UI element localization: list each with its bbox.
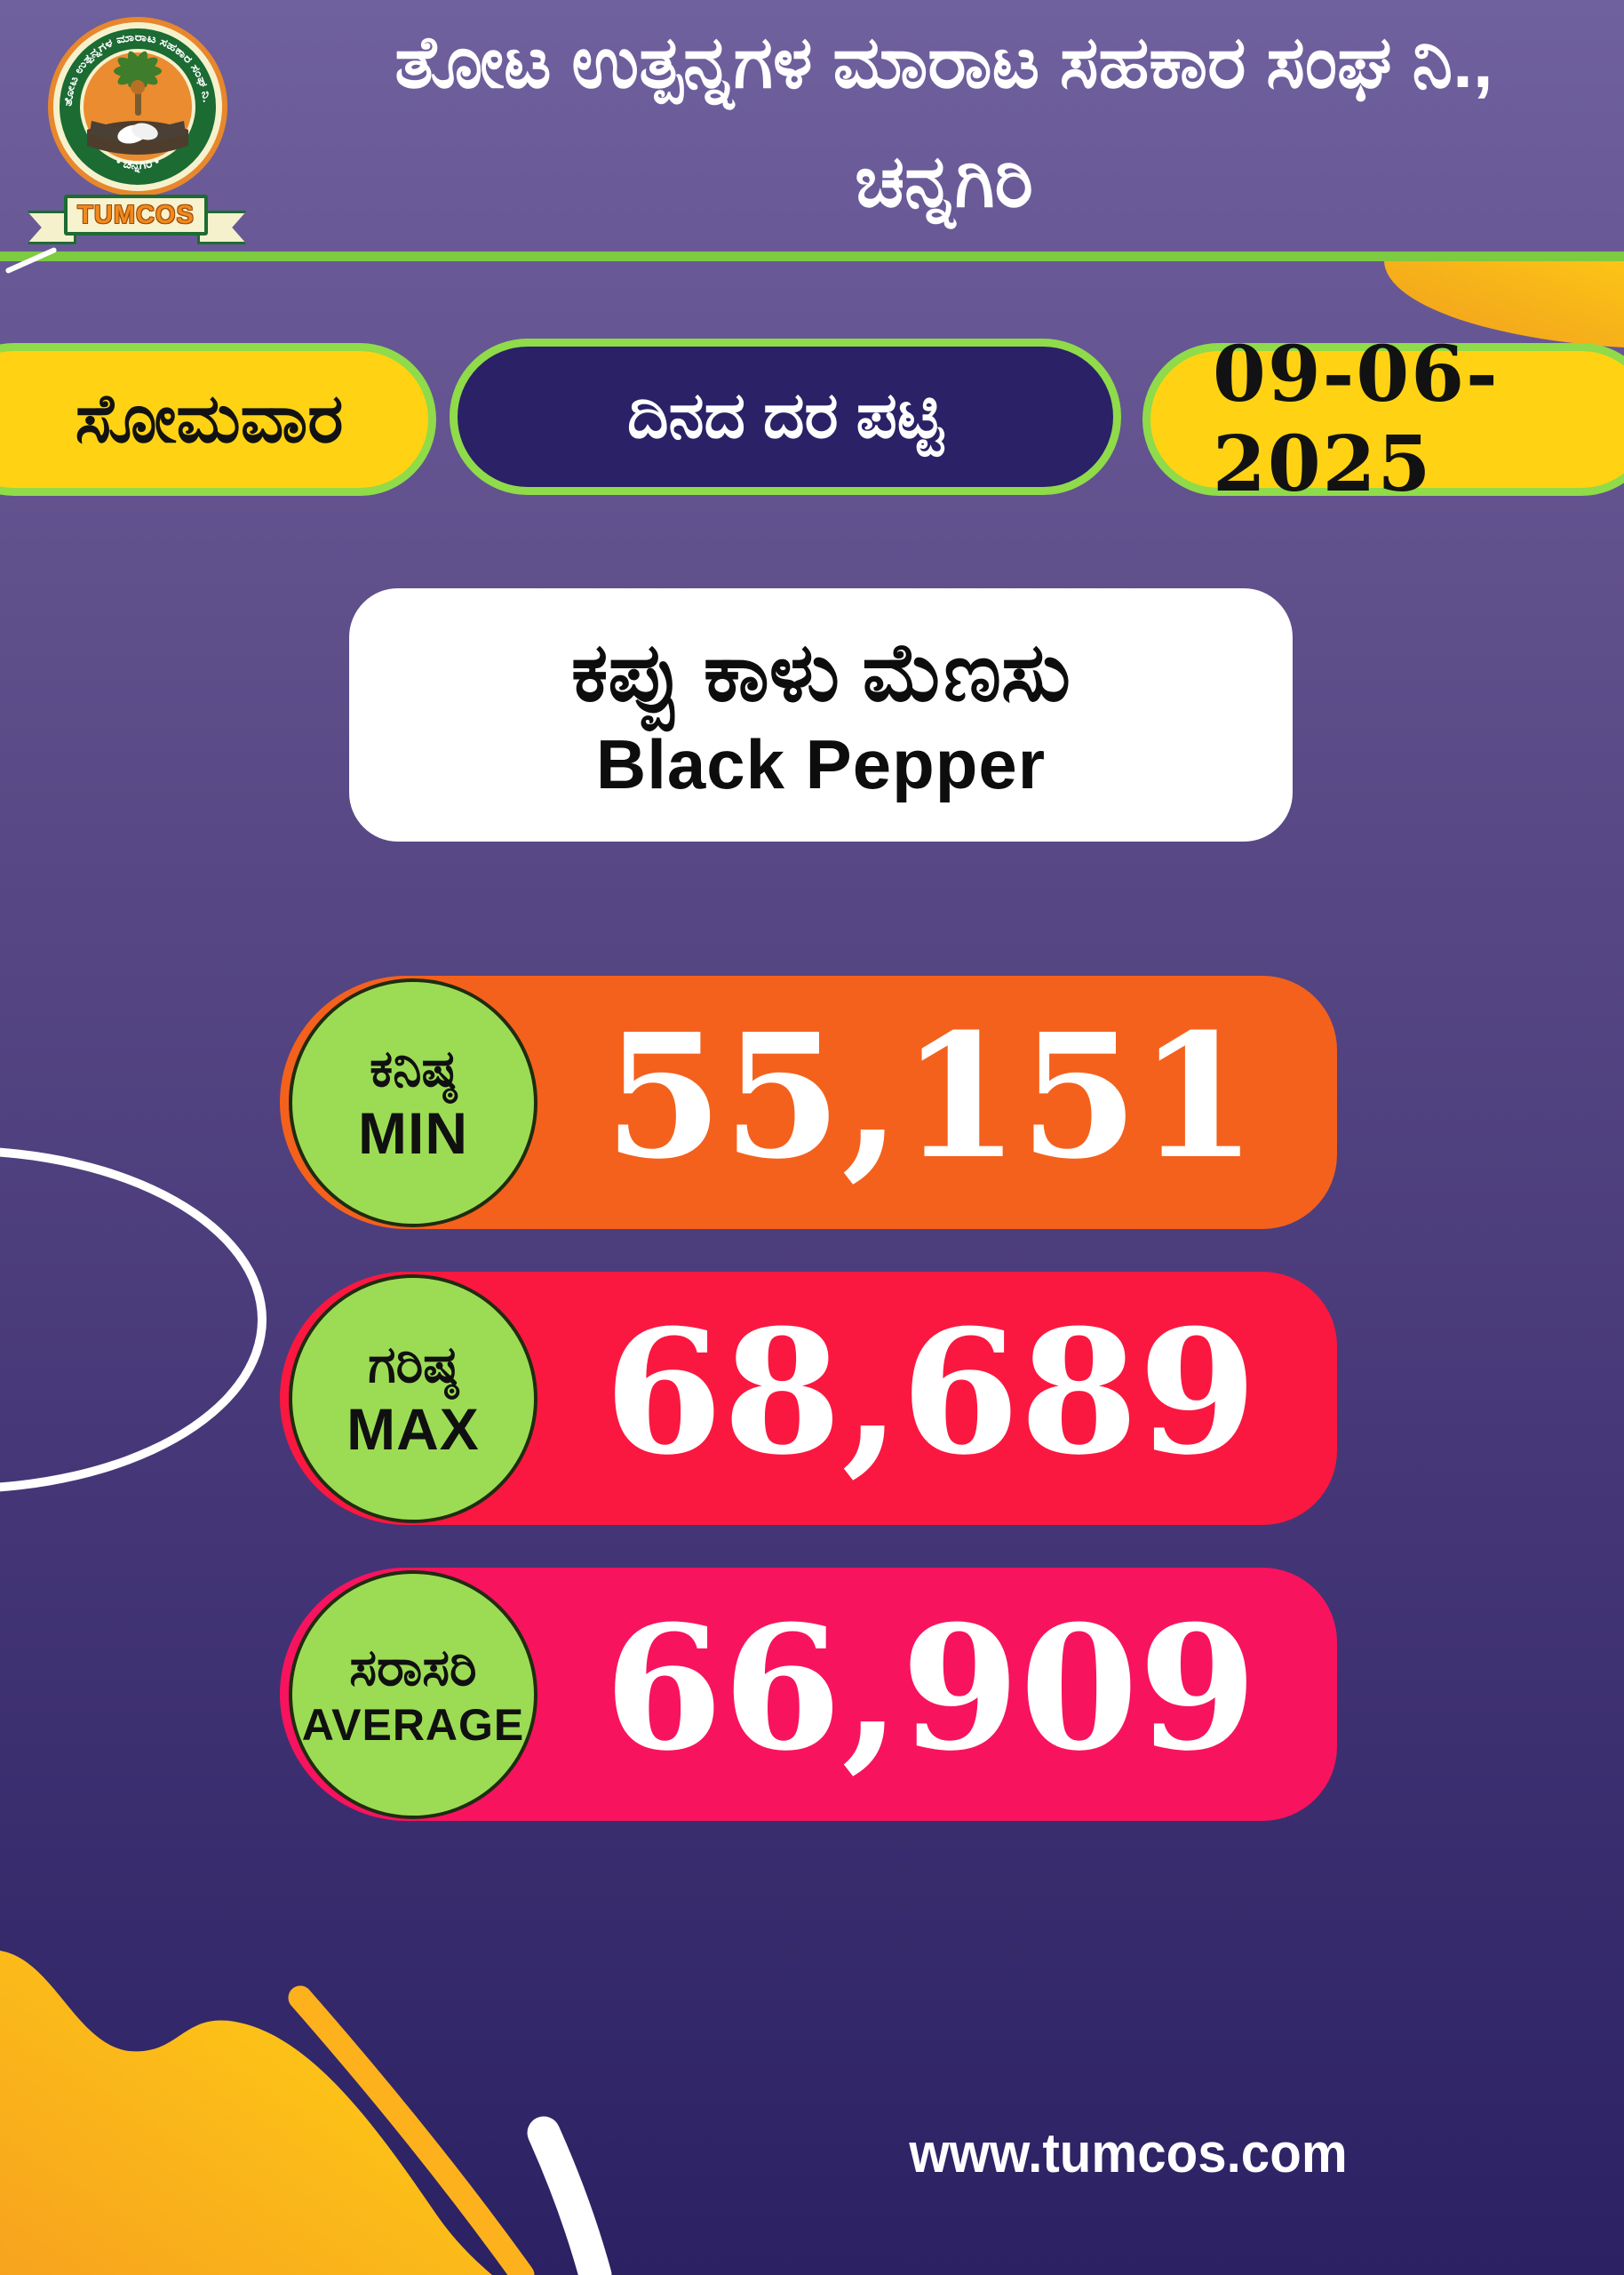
palm-tree-icon (114, 51, 162, 116)
average-label-english: AVERAGE (301, 1700, 525, 1750)
decor-ellipse-outline (0, 1146, 267, 1493)
handshake-icon (87, 121, 188, 155)
max-label-english: MAX (346, 1396, 480, 1462)
min-label-english: MIN (358, 1100, 468, 1166)
ribbon-banner-label: TUMCOS (77, 200, 195, 229)
rate-list-pill: ದಿನದ ದರ ಪಟ್ಟಿ (450, 339, 1121, 495)
max-badge: ಗರಿಷ್ಠ MAX (289, 1274, 537, 1523)
min-badge: ಕನಿಷ್ಠ MIN (289, 978, 537, 1227)
decor-topright-blob-clip (1333, 261, 1624, 386)
day-pill: ಸೋಮವಾರ (0, 343, 436, 496)
logo-ring-bottom-text: • ಚನ್ನಗಿರಿ • (115, 154, 162, 173)
max-label-kannada: ಗರಿಷ್ಠ (368, 1336, 458, 1393)
price-row-average: ಸರಾಸರಿ AVERAGE 66,909 (280, 1568, 1337, 1821)
min-label-kannada: ಕನಿಷ್ಠ (370, 1040, 457, 1098)
day-pill-label: ಸೋಮವಾರ (75, 380, 344, 457)
tumcos-logo: ತೋಟ ಉತ್ಪನ್ನಗಳ ಮಾರಾಟ ಸಹಕಾರ ಸಂಘ ನಿ. • ಚನ್ನ… (48, 17, 227, 196)
product-name-kannada: ಕಪ್ಪು ಕಾಳು ಮೆಣಸು (570, 627, 1071, 718)
date-pill-label: 09-06-2025 (1213, 330, 1500, 509)
svg-text:• ಚನ್ನಗಿರಿ •: • ಚನ್ನಗಿರಿ • (115, 154, 162, 173)
price-row-min: ಕನಿಷ್ಠ MIN 55,151 (280, 976, 1337, 1229)
average-label-kannada: ಸರಾಸರಿ (349, 1639, 477, 1696)
max-price-value: 68,689 (604, 1293, 1257, 1493)
min-price-value: 55,151 (604, 997, 1257, 1197)
decor-yellow-blob-bottomleft (0, 1951, 612, 2275)
decor-green-band (0, 251, 1624, 261)
org-name-line1: ತೋಟ ಉತ್ಪನ್ನಗಳ ಮಾರಾಟ ಸಹಕಾರ ಸಂಘ ನಿ., (394, 22, 1493, 103)
average-price-value: 66,909 (604, 1589, 1257, 1789)
org-name-line2: ಚನ್ನಗಿರಿ (855, 141, 1033, 222)
rate-list-pill-label: ದಿನದ ದರ ಪಟ್ಟಿ (626, 380, 944, 451)
average-badge: ಸರಾಸರಿ AVERAGE (289, 1570, 537, 1819)
logo-ribbon: TUMCOS (25, 192, 249, 249)
product-card: ಕಪ್ಪು ಕಾಳು ಮೆಣಸು Black Pepper (349, 588, 1293, 842)
website-url: www.tumcos.com (909, 2123, 1348, 2184)
price-row-max: ಗರಿಷ್ಠ MAX 68,689 (280, 1272, 1337, 1525)
ribbon-banner: TUMCOS (64, 195, 208, 235)
product-name-english: Black Pepper (595, 724, 1047, 803)
date-pill: 09-06-2025 (1142, 330, 1624, 509)
